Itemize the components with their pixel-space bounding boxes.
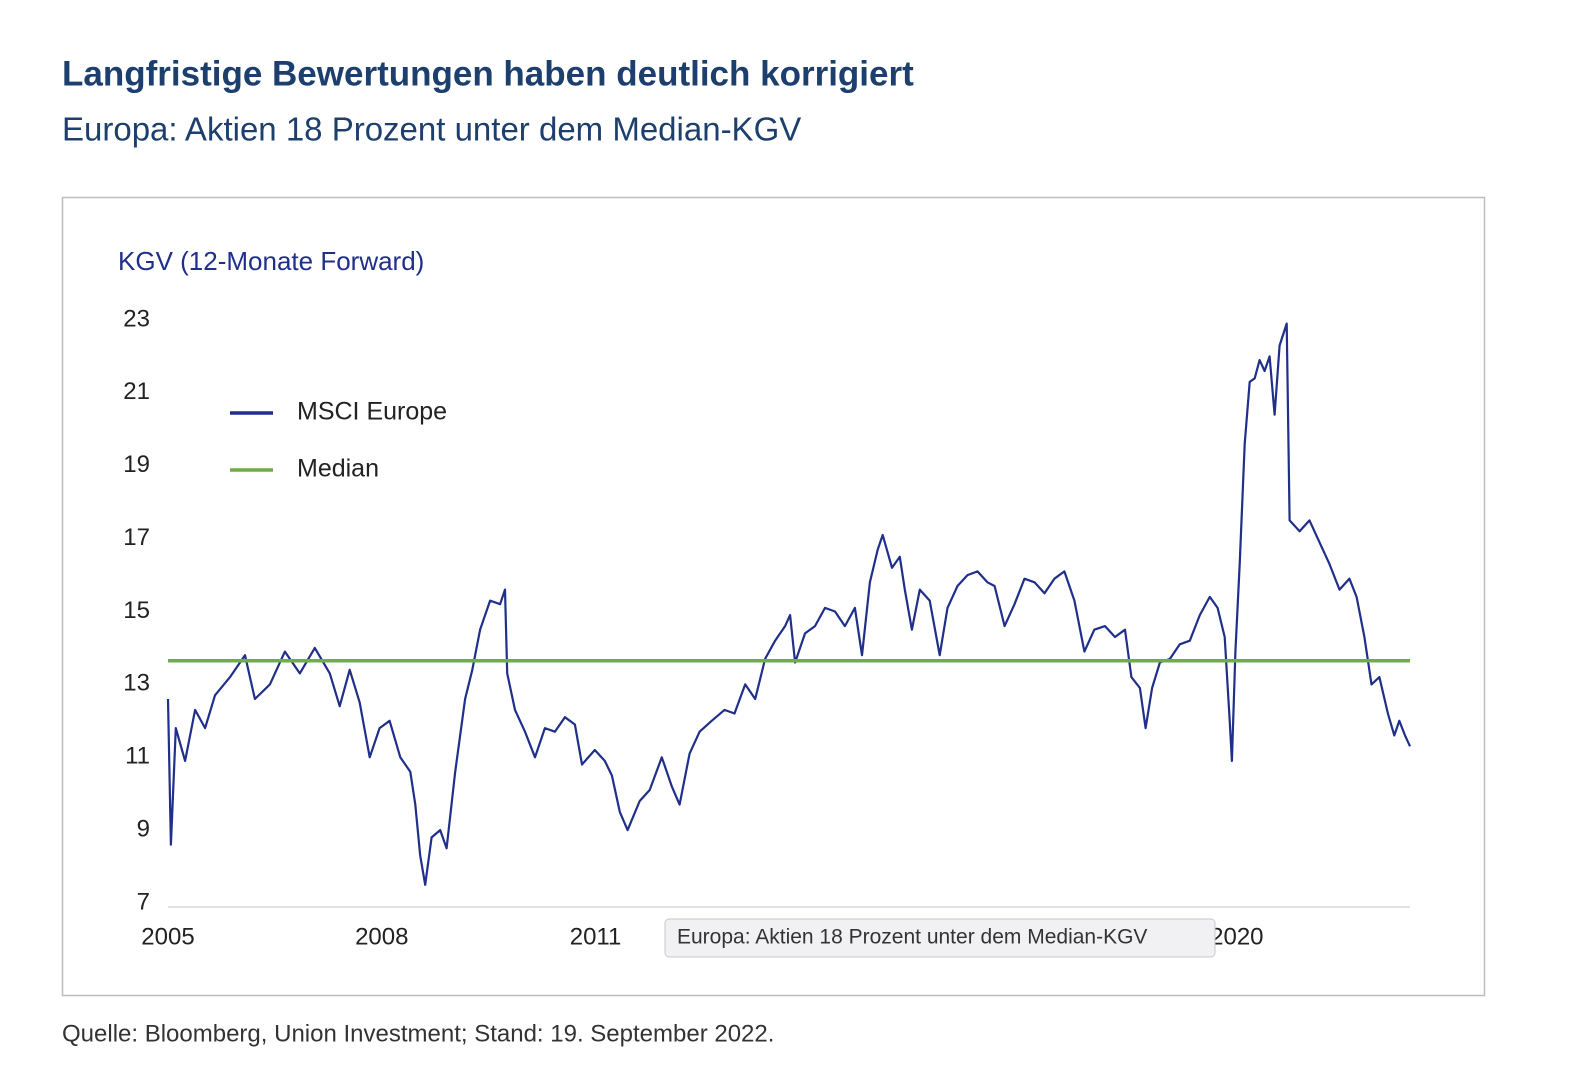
y-tick-label: 19 bbox=[123, 451, 150, 478]
y-tick-label: 7 bbox=[137, 888, 150, 915]
tooltip-text: Europa: Aktien 18 Prozent unter dem Medi… bbox=[677, 926, 1147, 949]
y-tick-label: 15 bbox=[123, 597, 150, 624]
y-tick-label: 23 bbox=[123, 305, 150, 332]
tooltip-box bbox=[664, 918, 1216, 958]
y-tick-label: 13 bbox=[123, 670, 150, 697]
x-tick-label: 2011 bbox=[570, 923, 622, 950]
x-tick-label: 2005 bbox=[141, 923, 194, 950]
y-tick-label: 21 bbox=[123, 378, 150, 405]
chart-title: Langfristige Bewertungen haben deutlich … bbox=[62, 54, 914, 93]
y-tick-label: 11 bbox=[125, 743, 150, 770]
legend-label: MSCI Europe bbox=[297, 398, 447, 426]
source-note: Quelle: Bloomberg, Union Investment; Sta… bbox=[62, 1020, 774, 1047]
y-tick-label: 9 bbox=[137, 815, 150, 842]
x-tick-label: 2020 bbox=[1210, 923, 1263, 950]
chart-frame bbox=[61, 196, 1486, 997]
chart-subtitle: Europa: Aktien 18 Prozent unter dem Medi… bbox=[62, 111, 801, 148]
legend-label: Median bbox=[297, 455, 379, 483]
x-tick-label: 2008 bbox=[355, 923, 408, 950]
tooltip: Europa: Aktien 18 Prozent unter dem Medi… bbox=[664, 918, 1216, 958]
y-tick-label: 17 bbox=[123, 524, 150, 551]
series-line bbox=[166, 322, 1411, 886]
y-axis-label: KGV (12-Monate Forward) bbox=[118, 246, 424, 276]
